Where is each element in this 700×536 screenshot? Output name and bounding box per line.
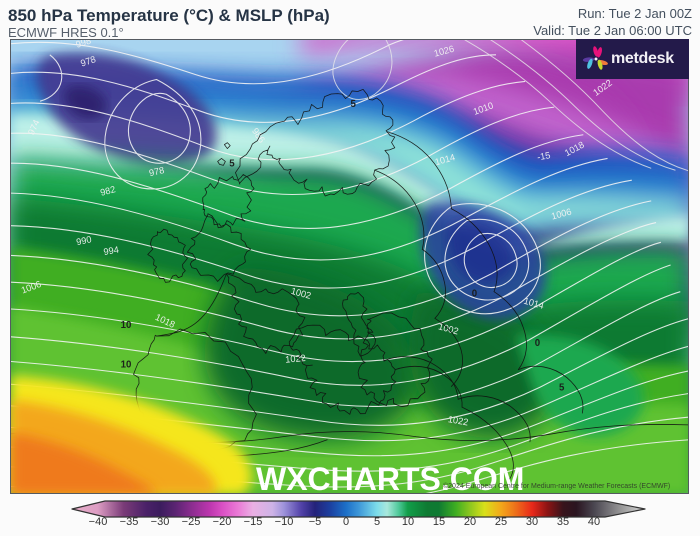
svg-text:0: 0 xyxy=(535,338,541,349)
svg-text:5: 5 xyxy=(351,99,357,110)
svg-text:0: 0 xyxy=(472,289,478,300)
svg-text:5: 5 xyxy=(229,158,235,169)
svg-text:10: 10 xyxy=(121,360,132,371)
svg-text:10: 10 xyxy=(121,320,132,331)
svg-text:5: 5 xyxy=(559,382,565,393)
